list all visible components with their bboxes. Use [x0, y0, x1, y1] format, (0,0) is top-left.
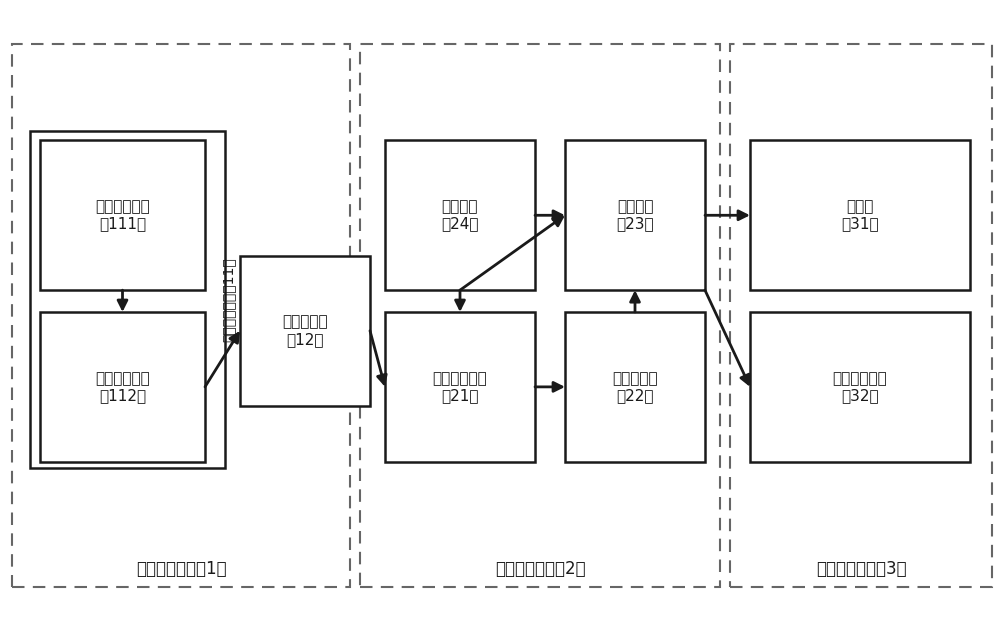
Text: 压力敏感元件
（111）: 压力敏感元件 （111） [95, 199, 150, 232]
Bar [360, 44, 720, 587]
Bar [30, 131, 225, 468]
Bar [565, 312, 705, 462]
Text: 控制电脑
（23）: 控制电脑 （23） [616, 199, 654, 232]
Text: 压力感应装置（11）: 压力感应装置（11） [221, 257, 235, 342]
Bar [12, 44, 350, 587]
Bar [385, 140, 535, 290]
Text: 功率放大器
（12）: 功率放大器 （12） [282, 314, 328, 347]
Bar [750, 140, 970, 290]
Bar [565, 140, 705, 290]
Text: 数据采集器
（22）: 数据采集器 （22） [612, 371, 658, 403]
Text: 信息传输系统（2）: 信息传输系统（2） [495, 560, 585, 578]
Text: 投影机
（31）: 投影机 （31） [841, 199, 879, 232]
Bar [730, 44, 992, 587]
Bar [40, 140, 205, 290]
Text: 显示报警系统（3）: 显示报警系统（3） [816, 560, 906, 578]
Bar [40, 312, 205, 462]
Text: 声光报警系统
（32）: 声光报警系统 （32） [833, 371, 887, 403]
Bar [750, 312, 970, 462]
Bar [240, 256, 370, 406]
Text: 信息处理单元
（112）: 信息处理单元 （112） [95, 371, 150, 403]
Text: 直流电源
（24）: 直流电源 （24） [441, 199, 479, 232]
Bar [385, 312, 535, 462]
Text: 信号调理电路
（21）: 信号调理电路 （21） [433, 371, 487, 403]
Text: 信息采集系统（1）: 信息采集系统（1） [136, 560, 226, 578]
